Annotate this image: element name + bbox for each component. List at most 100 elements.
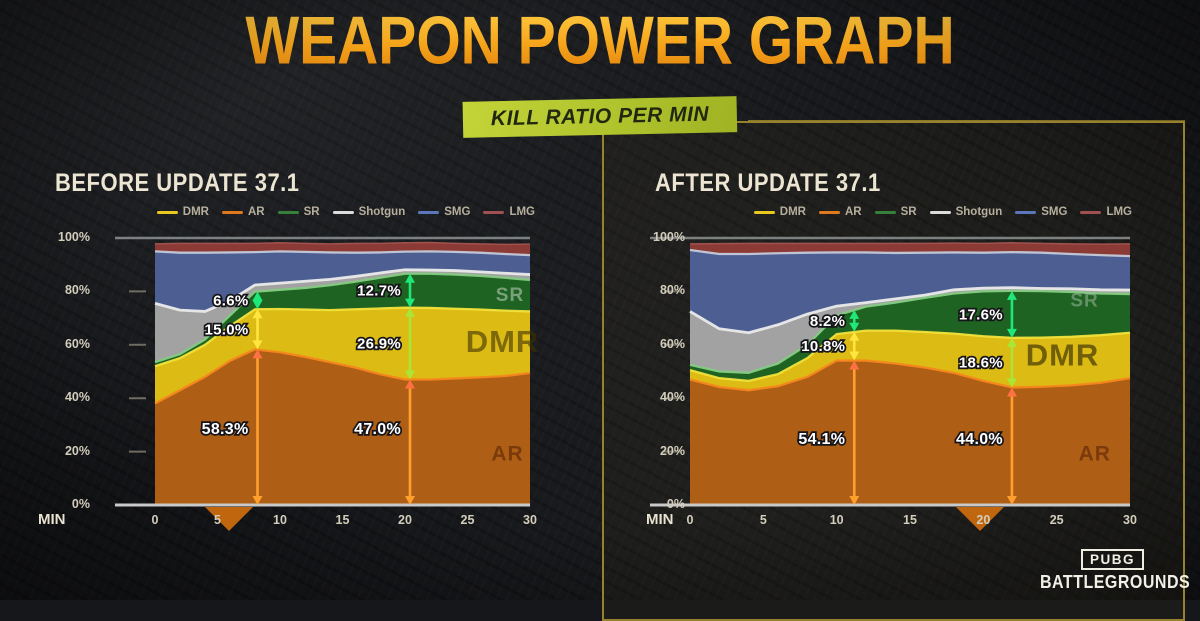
- annotation-value: 54.1%: [798, 431, 845, 448]
- x-axis-title: MIN: [646, 511, 674, 528]
- y-axis-tick-label: 20%: [659, 443, 685, 458]
- legend-item-ar: AR: [819, 206, 862, 218]
- y-axis-tick-label: 0%: [71, 497, 90, 511]
- legend-item-shotgun: Shotgun: [929, 206, 1003, 218]
- band-label-dmr: DMR: [1026, 337, 1100, 372]
- legend-label: LMG: [1106, 206, 1132, 218]
- legend-item-dmr: DMR: [753, 206, 806, 218]
- legend-item-dmr: DMR: [156, 206, 209, 218]
- area-layer-shotgun: [690, 287, 1130, 373]
- annotation-value: 44.0%: [956, 431, 1003, 448]
- legend-swatch: [753, 210, 775, 214]
- legend-label: SR: [303, 206, 320, 218]
- legend-swatch: [819, 210, 840, 214]
- subtitle-badge: KILL RATIO PER MIN: [462, 96, 738, 138]
- band-label-ar: AR: [491, 442, 523, 465]
- legend-item-smg: SMG: [1015, 206, 1067, 218]
- y-axis-tick-label: 60%: [659, 336, 685, 351]
- area-layer-ar: [690, 360, 1130, 505]
- before-panel-heading: BEFORE UPDATE 37.1: [55, 168, 300, 197]
- area-layer-smg: [155, 251, 530, 312]
- legend-swatch: [332, 210, 354, 214]
- legend-swatch: [1015, 210, 1037, 214]
- pubg-battlegrounds-logo: PUBG BATTLEGROUNDS: [1040, 549, 1191, 593]
- legend-item-sr: SR: [277, 206, 320, 218]
- legend-swatch: [1080, 210, 1102, 214]
- legend-label: AR: [845, 206, 862, 218]
- area-chart-before-update: 6.6% 15.0% 58.3% 12.7% 26.9% 47.0% SR DMR AR: [115, 236, 538, 507]
- band-label-sr: SR: [1070, 290, 1098, 311]
- annotation-value: 47.0%: [354, 421, 401, 438]
- x-axis-tick-label: 25: [460, 513, 475, 527]
- x-axis-tick-label: 5: [214, 513, 221, 527]
- x-axis-tick-label: 25: [1049, 513, 1064, 527]
- area-layer-sr: [690, 290, 1130, 381]
- annotation-value: 15.0%: [204, 321, 248, 338]
- legend-label: SMG: [1041, 206, 1068, 218]
- legend-item-sr: SR: [874, 206, 917, 218]
- y-axis-tick-label: 40%: [659, 390, 685, 405]
- annotation-value: 58.3%: [202, 421, 249, 438]
- annotation-value: 12.7%: [357, 283, 401, 300]
- axis-marker-triangle: [956, 507, 1005, 531]
- y-axis-tick-label: 80%: [64, 283, 90, 298]
- axis-marker-triangle: [204, 507, 253, 531]
- band-label-dmr: DMR: [466, 324, 540, 359]
- area-layer-shotgun: [155, 269, 530, 363]
- area-layer-sr: [155, 273, 530, 367]
- legend-swatch: [929, 210, 951, 214]
- y-axis-tick-label: 100%: [58, 230, 90, 244]
- annotation-value: 18.6%: [959, 355, 1003, 372]
- page-title: WEAPON POWER GRAPH: [0, 2, 1200, 80]
- legend-item-smg: SMG: [418, 206, 470, 218]
- band-label-sr: SR: [496, 285, 524, 306]
- legend-item-lmg: LMG: [1080, 206, 1132, 218]
- annotation-value: 6.6%: [213, 292, 248, 309]
- annotation-value: 8.2%: [810, 313, 845, 330]
- legend-label: Shotgun: [955, 206, 1003, 218]
- y-axis-tick-label: 20%: [64, 443, 90, 458]
- area-layer-dmr: [155, 307, 530, 404]
- y-axis-tick-label: 40%: [64, 390, 90, 405]
- legend-label: AR: [248, 206, 265, 218]
- y-axis-tick-label: 100%: [653, 230, 685, 244]
- legend-before: DMR AR SR Shotgun SMG LMG: [155, 206, 535, 218]
- area-layer-dmr: [690, 330, 1130, 391]
- battlegrounds-logo-text: BATTLEGROUNDS: [1040, 573, 1191, 593]
- band-label-ar: AR: [1079, 442, 1111, 465]
- legend-swatch: [483, 210, 505, 214]
- pubg-logo-box: PUBG: [1080, 549, 1144, 570]
- annotation-value: 10.8%: [801, 338, 845, 355]
- legend-swatch: [222, 210, 243, 214]
- annotation-value: 17.6%: [959, 306, 1003, 323]
- y-axis-tick-label: 80%: [659, 283, 685, 298]
- area-layer-ar: [155, 349, 530, 505]
- x-axis-tick-label: 20: [976, 513, 991, 527]
- x-axis-tick-label: 0: [151, 513, 159, 527]
- legend-label: DMR: [182, 206, 209, 218]
- legend-swatch: [874, 210, 896, 214]
- legend-item-ar: AR: [222, 206, 265, 218]
- x-axis-tick-label: 30: [523, 513, 537, 527]
- legend-label: DMR: [779, 206, 806, 218]
- legend-item-shotgun: Shotgun: [332, 206, 406, 218]
- x-axis-tick-label: 0: [686, 513, 694, 527]
- legend-swatch: [156, 210, 178, 214]
- x-axis-tick-label: 30: [1123, 513, 1137, 527]
- legend-after: DMR AR SR Shotgun SMG LMG: [690, 206, 1132, 218]
- legend-label: LMG: [509, 206, 535, 218]
- x-axis-tick-label: 10: [829, 513, 844, 527]
- legend-label: SR: [900, 206, 917, 218]
- x-axis-tick-label: 15: [903, 513, 917, 527]
- legend-item-lmg: LMG: [483, 206, 535, 218]
- x-axis-title: MIN: [38, 511, 66, 528]
- x-axis-tick-label: 15: [335, 513, 350, 527]
- area-layer-lmg: [690, 242, 1130, 257]
- x-axis-tick-label: 5: [759, 513, 767, 527]
- legend-label: Shotgun: [358, 206, 406, 218]
- after-panel-heading: AFTER UPDATE 37.1: [655, 168, 881, 197]
- x-axis-tick-label: 20: [398, 513, 412, 527]
- legend-swatch: [277, 210, 299, 214]
- legend-label: SMG: [444, 206, 471, 218]
- annotation-value: 26.9%: [357, 336, 401, 353]
